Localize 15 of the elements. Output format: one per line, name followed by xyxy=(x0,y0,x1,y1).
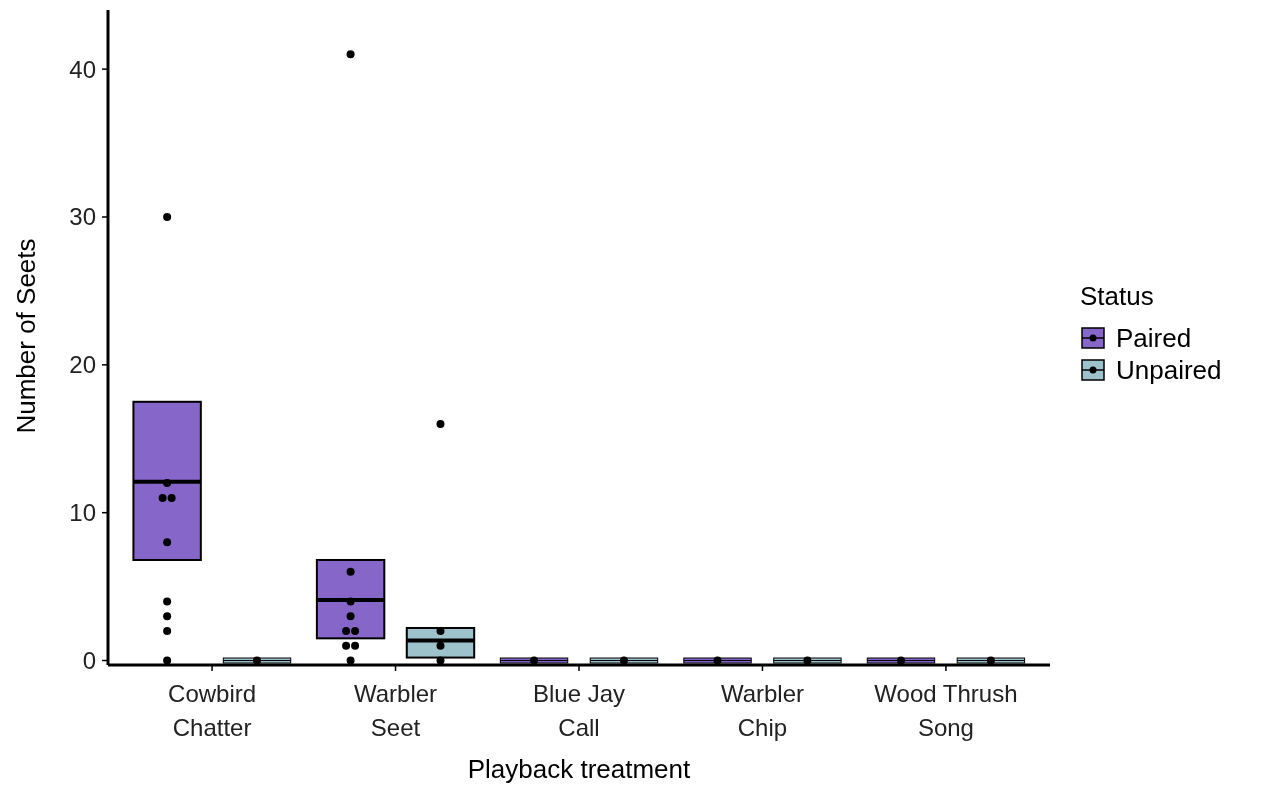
y-tick-label: 40 xyxy=(69,55,96,83)
y-tick-label: 10 xyxy=(69,499,96,527)
y-tick-label: 30 xyxy=(69,203,96,231)
y-axis-title: Number of Seets xyxy=(11,238,41,434)
legend-label: Unpaired xyxy=(1116,355,1222,386)
legend-label: Paired xyxy=(1116,323,1192,354)
x-tick-label: Cowbird Chatter xyxy=(168,680,257,741)
x-tick-label: Warbler Seet xyxy=(353,680,438,741)
y-tick-label: 20 xyxy=(69,351,96,379)
x-tick-label: Wood Thrush Song xyxy=(874,680,1018,741)
legend-title: Status xyxy=(1080,281,1154,311)
x-axis-title: Playback treatment xyxy=(467,754,692,784)
y-tick-label: 0 xyxy=(82,646,96,674)
x-tick-label: Warbler Chip xyxy=(720,680,805,741)
x-tick-label: Blue Jay Call xyxy=(532,680,626,741)
